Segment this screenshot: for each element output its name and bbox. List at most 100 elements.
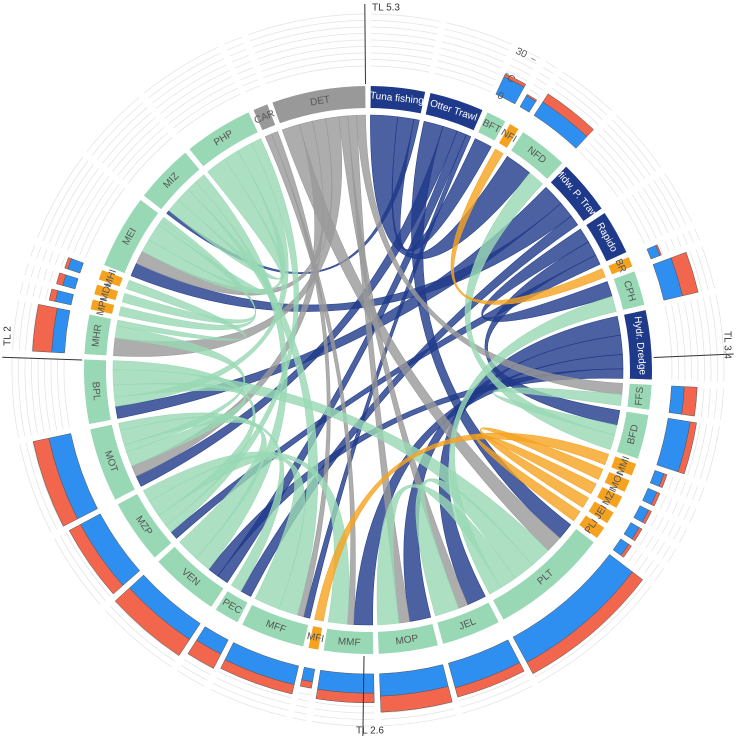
track-line: [555, 82, 603, 121]
track-line: [102, 112, 152, 164]
track-line: [44, 358, 51, 432]
track-line: [444, 28, 510, 51]
track-line: [168, 82, 235, 124]
track-line: [631, 194, 657, 239]
track-line: [667, 522, 676, 537]
track-line: [628, 549, 638, 562]
track-line: [667, 548, 677, 563]
track-line: [698, 487, 705, 503]
track-line: [104, 609, 172, 668]
ring-bar: [655, 244, 662, 256]
node-arc: [90, 424, 135, 500]
track-line: [370, 65, 430, 73]
track-line: [143, 46, 219, 94]
chord: [448, 295, 617, 595]
node-arc: [616, 411, 649, 459]
track-line: [371, 20, 439, 28]
ring-bar: [68, 524, 124, 595]
track-line: [232, 55, 249, 63]
track-line: [460, 679, 530, 708]
chord: [303, 134, 472, 619]
ring-bar: [55, 290, 74, 306]
track-line: [300, 685, 312, 689]
track-line: [213, 683, 289, 711]
track-line: [371, 13, 440, 22]
chord: [356, 114, 623, 395]
track-line: [700, 387, 705, 418]
track-line: [682, 233, 688, 245]
track-line: [705, 426, 720, 482]
node-label: MFI: [306, 631, 325, 645]
track-line: [589, 142, 629, 190]
track-line: [678, 528, 687, 543]
node-arc: [478, 112, 506, 141]
track-line: [680, 481, 686, 496]
node-label: MHI: [103, 268, 120, 289]
track-line: [187, 653, 214, 670]
track-line: [598, 133, 640, 183]
track-line: [620, 201, 645, 244]
track-line: [637, 190, 663, 236]
node-arc: [493, 528, 594, 620]
track-line: [112, 122, 161, 172]
track-line: [176, 93, 241, 134]
track-line: [439, 54, 499, 75]
ring-bar: [64, 257, 72, 270]
ring-bar: [315, 688, 375, 703]
track-line: [664, 172, 693, 223]
track-line: [293, 717, 306, 721]
ring-bar: [542, 93, 594, 137]
level-label: TL 5.3: [372, 3, 400, 14]
track-line: [25, 302, 32, 351]
node-arc: [94, 284, 119, 301]
track-line: [61, 256, 66, 268]
track-line: [668, 476, 674, 491]
track-line: [36, 246, 42, 259]
track-line: [579, 152, 619, 198]
node-label: FFS: [633, 386, 646, 406]
track-line: [437, 60, 496, 81]
track-line: [245, 85, 261, 93]
node-arc: [242, 604, 309, 647]
track-line: [534, 581, 647, 678]
ring-bar: [32, 304, 58, 353]
chord: [135, 125, 458, 487]
track-line: [117, 127, 165, 176]
track-line: [462, 685, 533, 714]
track-line: [671, 500, 679, 515]
track-line: [654, 567, 665, 581]
node-label: MDI: [98, 282, 114, 303]
node-arc: [215, 591, 248, 623]
node-arc: [588, 501, 614, 524]
ring-bar: [641, 509, 652, 525]
track-line: [687, 423, 701, 476]
track-line: [713, 388, 718, 419]
ring-bar: [187, 639, 222, 669]
node-arc: [117, 493, 172, 558]
node-arc: [84, 314, 112, 356]
track-line: [37, 266, 42, 279]
track-line: [648, 183, 675, 231]
ring-tick: [508, 100, 513, 104]
track-line: [114, 601, 179, 657]
track-line: [593, 138, 635, 187]
node-arc: [604, 471, 630, 492]
track-line: [31, 304, 39, 352]
track-line: [248, 13, 365, 36]
track-line: [371, 33, 436, 41]
track-line: [313, 714, 375, 720]
track-line: [240, 73, 256, 81]
track-line: [649, 563, 659, 577]
track-line: [26, 283, 30, 296]
track-line: [656, 517, 664, 531]
track-line: [536, 78, 547, 85]
chord: [450, 148, 606, 305]
track-line: [19, 444, 52, 533]
track-line: [607, 124, 651, 176]
track-line: [32, 284, 37, 297]
track-line: [24, 357, 32, 436]
chord: [131, 120, 324, 477]
track-line: [548, 93, 594, 130]
track-line: [18, 301, 26, 351]
